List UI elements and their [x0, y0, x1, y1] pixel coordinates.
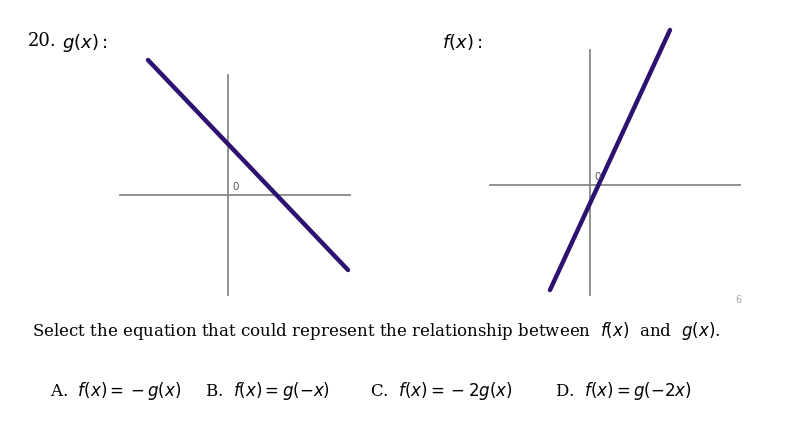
Text: $g(x):$: $g(x):$: [62, 32, 108, 54]
Text: 0: 0: [594, 172, 601, 182]
Text: C.  $f(x)=-2g(x)$: C. $f(x)=-2g(x)$: [370, 380, 513, 402]
Text: $f(x):$: $f(x):$: [442, 32, 482, 52]
Text: 6: 6: [735, 295, 741, 305]
Text: A.  $f(x)=-g(x)$: A. $f(x)=-g(x)$: [50, 380, 182, 402]
Text: B.  $f(x)=g(-x)$: B. $f(x)=g(-x)$: [205, 380, 330, 402]
Text: Select the equation that could represent the relationship between  $f(x)$  and  : Select the equation that could represent…: [32, 320, 720, 342]
Text: D.  $f(x)=g(-2x)$: D. $f(x)=g(-2x)$: [555, 380, 692, 402]
Text: 0: 0: [232, 182, 238, 192]
Text: 20.: 20.: [28, 32, 57, 50]
